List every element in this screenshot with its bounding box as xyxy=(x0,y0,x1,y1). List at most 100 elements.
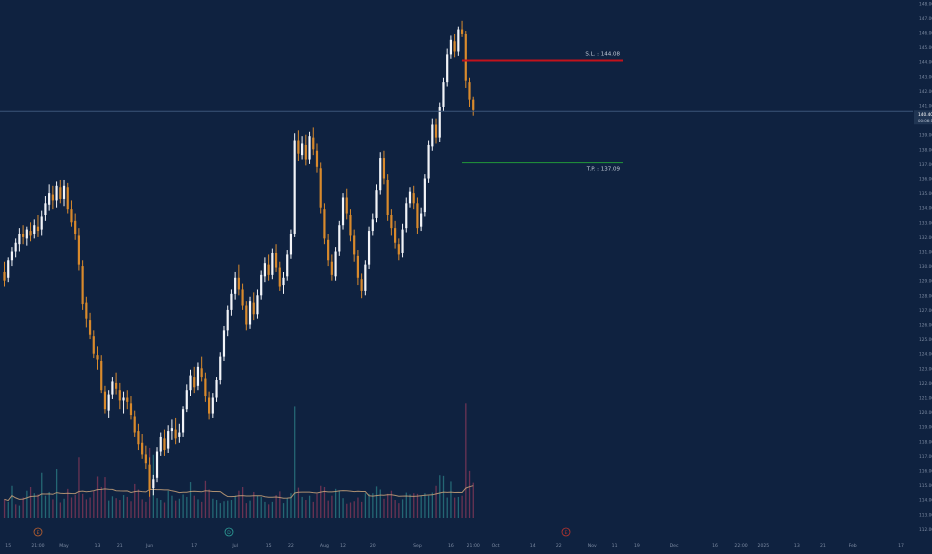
candle-body xyxy=(423,178,426,213)
volume-bar xyxy=(33,493,35,518)
volume-bar xyxy=(7,501,9,518)
candle-body xyxy=(167,431,170,449)
candle-body xyxy=(334,251,337,277)
event-marker-right-icon xyxy=(561,527,571,537)
price-tick-label: 119.00 xyxy=(919,425,932,431)
candle-body xyxy=(118,390,121,401)
volume-bar xyxy=(435,485,437,518)
candle-body xyxy=(115,382,118,389)
candle-body xyxy=(222,330,226,357)
candle-body xyxy=(416,203,419,229)
volume-bar xyxy=(227,500,229,518)
volume-bar xyxy=(294,406,296,518)
volume-bar xyxy=(3,499,6,518)
volume-bar xyxy=(387,493,389,518)
price-tick-label: 130.00 xyxy=(919,264,932,270)
candle-body xyxy=(304,144,307,160)
volume-bar xyxy=(316,493,318,518)
volume-bar xyxy=(201,501,203,518)
candle-body xyxy=(85,302,88,319)
volume-bar xyxy=(115,498,117,518)
candle-body xyxy=(260,274,263,296)
volume-bar xyxy=(145,501,147,518)
volume-bar xyxy=(431,492,433,518)
volume-bar xyxy=(405,492,407,518)
volume-bar xyxy=(245,503,247,518)
volume-bar xyxy=(320,485,322,518)
candle-body xyxy=(453,41,456,52)
volume-bar xyxy=(357,497,359,518)
candle-body xyxy=(434,124,438,138)
volume-bar xyxy=(334,488,337,518)
volume-bar xyxy=(383,498,385,518)
price-tick-label: 142.00 xyxy=(919,89,932,95)
price-tick-label: 118.00 xyxy=(919,439,932,445)
candle-body xyxy=(185,390,188,410)
candle-body xyxy=(137,431,140,445)
candle-body xyxy=(408,191,412,204)
candle-body xyxy=(349,215,352,236)
candle-body xyxy=(345,197,348,214)
candle-body xyxy=(196,366,200,386)
candle-body xyxy=(215,379,218,398)
candle-body xyxy=(301,143,304,156)
volume-bar xyxy=(223,501,225,518)
volume-bar xyxy=(446,497,448,518)
volume-bar xyxy=(331,495,333,518)
volume-bar xyxy=(85,499,88,518)
volume-bar xyxy=(427,495,430,518)
volume-bar xyxy=(11,485,13,518)
price-tick-label: 146.00 xyxy=(919,31,932,37)
candle-body xyxy=(382,158,386,179)
time-tick-label: 11 xyxy=(612,543,618,549)
volume-bar xyxy=(398,503,400,518)
time-tick-label: Aug xyxy=(320,543,329,549)
candle-body xyxy=(356,255,359,278)
volume-bar xyxy=(450,481,452,518)
price-tick-label: 139.00 xyxy=(919,133,932,139)
volume-bar xyxy=(372,493,374,518)
price-tick-label: 141.00 xyxy=(919,104,932,110)
volume-bar xyxy=(15,504,17,518)
volume-bar xyxy=(59,502,61,518)
time-tick-label: 16 xyxy=(448,543,454,549)
candle-body xyxy=(282,277,285,286)
candle-body xyxy=(338,225,341,252)
volume-bar xyxy=(41,472,43,518)
volume-bar xyxy=(163,502,166,518)
candle-body xyxy=(289,233,293,255)
volume-bar xyxy=(204,480,207,518)
volume-bar xyxy=(70,497,73,518)
volume-bar xyxy=(74,495,76,518)
time-tick-label: 14 xyxy=(530,543,536,549)
volume-bar xyxy=(390,490,393,518)
price-tick-label: 117.00 xyxy=(919,454,932,460)
volume-bar xyxy=(119,500,121,518)
price-tick-label: 115.00 xyxy=(919,483,932,489)
volume-bar xyxy=(465,403,467,518)
volume-bar xyxy=(212,498,214,518)
time-tick-label: 17 xyxy=(191,543,197,549)
time-tick-label: Sep xyxy=(413,543,422,549)
volume-bar xyxy=(338,490,340,518)
time-tick-label: 21:00 xyxy=(31,543,44,549)
candle-body xyxy=(96,355,99,360)
candle-body xyxy=(379,158,382,191)
volume-bar xyxy=(26,490,28,518)
candle-body xyxy=(312,137,315,150)
event-marker-right-label: E xyxy=(565,530,568,536)
candle-body xyxy=(51,194,54,201)
candle-body xyxy=(237,277,240,290)
volume-bar xyxy=(82,493,84,518)
candle-body xyxy=(36,226,40,232)
candle-body xyxy=(40,216,43,230)
volume-bar xyxy=(442,475,445,518)
volume-bars xyxy=(3,403,474,518)
candle-body xyxy=(103,391,107,410)
candle-body xyxy=(163,438,166,451)
candle-body xyxy=(88,320,92,335)
candle-body xyxy=(3,271,6,281)
volume-bar xyxy=(29,487,32,518)
